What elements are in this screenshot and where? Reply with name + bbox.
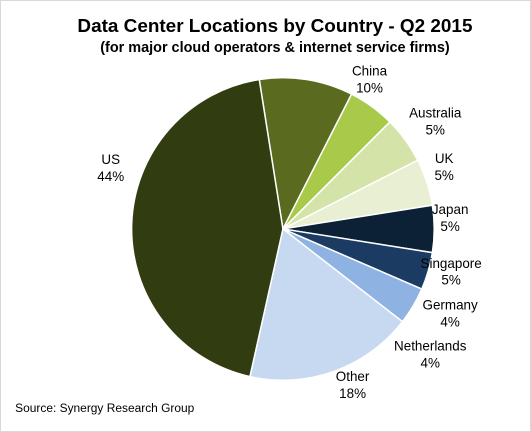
slice-category-text: Other [336, 369, 370, 384]
slice-label-australia: Australia 5% [409, 105, 462, 137]
pie-slice-us [130, 78, 284, 378]
slice-label-germany: Germany 4% [423, 298, 478, 330]
slice-value-text: 5% [434, 168, 453, 183]
source-note: Source: Synergy Research Group [15, 401, 195, 415]
slice-value-text: 5% [441, 273, 460, 288]
slice-value-text: 4% [440, 314, 459, 329]
pie-slice-china [258, 76, 353, 232]
slice-category-text: China [352, 64, 388, 79]
slice-category-text: UK [435, 151, 454, 166]
slice-category-text: Japan [432, 202, 469, 217]
slice-category-text: Netherlands [394, 338, 467, 353]
slice-label-uk: UK 5% [434, 151, 453, 183]
slice-label-other: Other 18% [336, 369, 370, 401]
chart-subtitle: (for major cloud operators & internet se… [100, 40, 450, 56]
slice-label-singapore: Singapore 5% [421, 256, 482, 288]
slice-label-japan: Japan 5% [432, 202, 469, 234]
slice-category-text: Germany [423, 298, 478, 313]
slice-value-text: 4% [421, 355, 440, 370]
pie-slice-other [249, 227, 404, 381]
slice-value-text: 5% [440, 219, 459, 234]
slice-label-china: China 10% [352, 64, 388, 96]
slice-labels: China 10% Australia 5% UK 5% Japan 5% Singapore 5… [97, 64, 482, 401]
slice-value-text: 10% [356, 81, 383, 96]
chart-title: Data Center Locations by Country - Q2 20… [77, 16, 472, 37]
slice-category-text: Singapore [421, 256, 482, 271]
slice-value-text: 5% [426, 122, 445, 137]
slice-value-text: 44% [97, 169, 124, 184]
slice-label-netherlands: Netherlands 4% [394, 338, 467, 370]
slice-category-text: Australia [409, 105, 462, 120]
slice-category-text: US [101, 152, 120, 167]
slice-label-us: US 44% [97, 152, 124, 184]
pie-slices [130, 76, 435, 381]
slice-value-text: 18% [339, 386, 366, 401]
